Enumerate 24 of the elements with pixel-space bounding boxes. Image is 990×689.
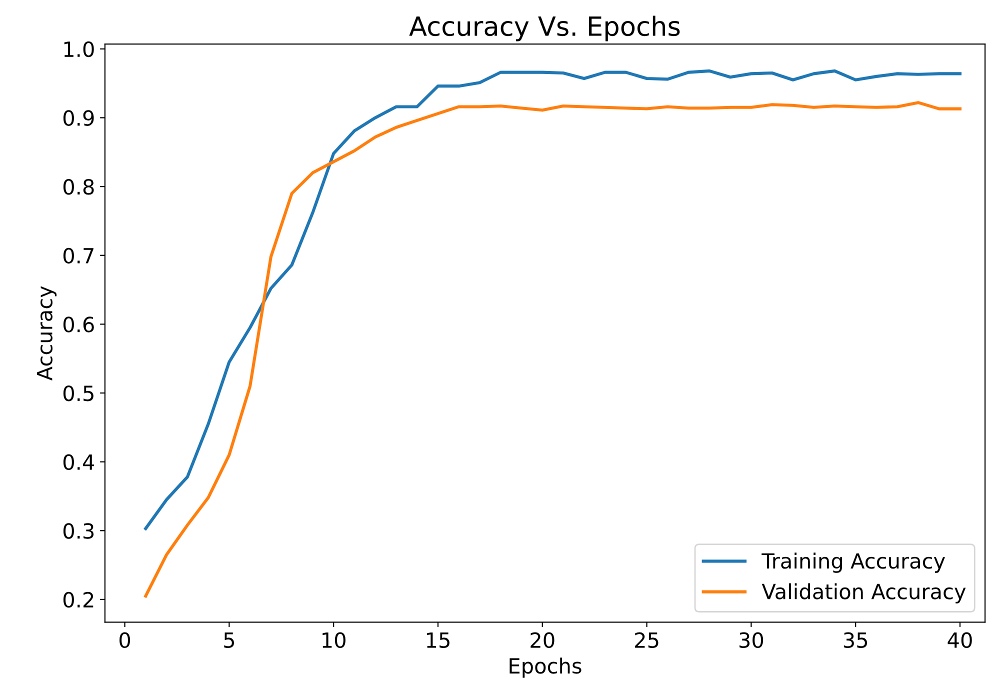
x-tick-label: 40 (948, 632, 972, 648)
x-tick-label: 35 (844, 632, 868, 648)
legend-label: Training Accuracy (762, 552, 945, 573)
x-tick-label: 20 (530, 632, 554, 648)
chart-title: Accuracy Vs. Epochs (409, 16, 680, 42)
y-tick-label: 0.9 (63, 110, 94, 126)
y-tick-label: 0.6 (63, 316, 94, 332)
y-tick-label: 0.5 (63, 385, 94, 402)
y-tick-label: 1.0 (64, 41, 94, 58)
x-tick-label: 10 (322, 632, 346, 648)
x-tick-label: 0 (120, 632, 130, 648)
y-axis-title: Accuracy (37, 286, 57, 381)
x-tick-label: 30 (740, 632, 764, 648)
legend-label: Validation Accuracy (762, 583, 966, 604)
y-tick-label: 0.8 (63, 179, 94, 195)
x-axis-title: Epochs (510, 658, 582, 678)
y-tick-label: 0.2 (63, 592, 94, 608)
x-tick-label: 15 (427, 632, 450, 648)
x-tick-label: 25 (635, 632, 658, 648)
line-series (144, 69, 962, 530)
y-tick-label: 0.4 (63, 454, 94, 470)
x-tick-label: 5 (224, 632, 234, 648)
y-tick-label: 0.7 (63, 248, 94, 264)
y-tick-label: 0.3 (63, 523, 94, 539)
